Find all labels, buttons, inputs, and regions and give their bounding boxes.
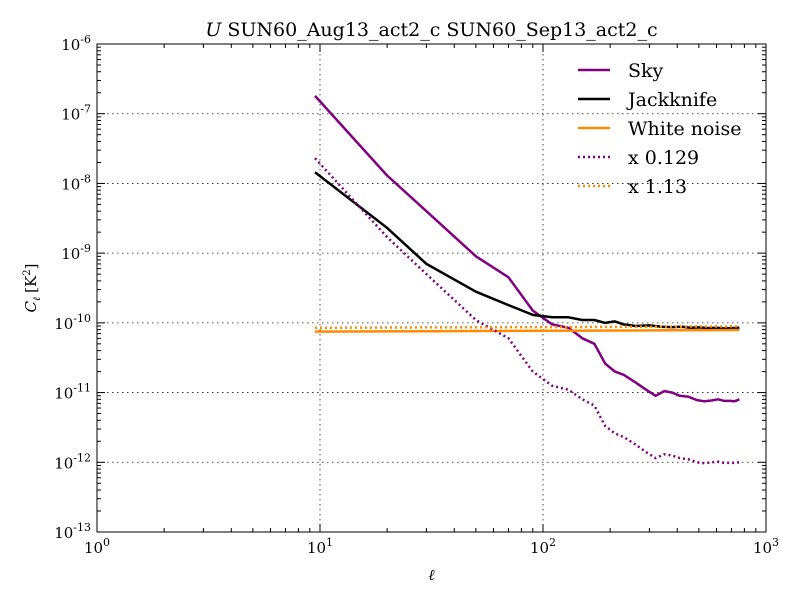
legend-label-4: x 0.129	[628, 147, 699, 169]
grid-lines	[97, 44, 766, 532]
plot-frame	[96, 43, 767, 533]
y-tick-label: 10-11	[54, 382, 91, 403]
axis-ticks: 100 101 102 103 10-13 10-12 10-11 10-10 10-9 10-8…	[54, 33, 779, 557]
x-tick-label: 103	[753, 536, 779, 557]
series-line-1	[314, 95, 740, 403]
y-tick-label: 10-13	[54, 521, 91, 542]
y-tick-label: 10-6	[61, 33, 91, 54]
series-line-5	[314, 325, 740, 330]
x-tick-label: 101	[307, 536, 333, 557]
legend-label-2: Jackknife	[626, 89, 717, 111]
legend-label-3: White noise	[628, 118, 742, 140]
y-tick-label: 10-7	[61, 103, 91, 124]
series-lines	[314, 95, 740, 465]
x-axis-label: ℓ	[428, 566, 434, 584]
y-tick-label: 10-10	[54, 312, 91, 333]
y-tick-label: 10-9	[61, 242, 91, 263]
series-line-4	[314, 157, 740, 465]
x-tick-label: 102	[530, 536, 556, 557]
y-tick-label: 10-12	[54, 451, 91, 472]
series-line-2	[314, 171, 740, 330]
series-line-3	[314, 328, 740, 333]
chart-title: U SUN60_Aug13_act2_c SUN60_Sep13_act2_c	[205, 19, 657, 41]
y-tick-label: 10-8	[61, 172, 91, 193]
y-axis-label: Cℓ[K2]	[22, 264, 43, 313]
legend-label-1: Sky	[628, 60, 664, 82]
legend: Sky Jackknife White noise x 0.129 x 1.13	[578, 60, 742, 198]
x-tick-label: 100	[84, 536, 110, 557]
legend-label-5: x 1.13	[628, 176, 687, 198]
